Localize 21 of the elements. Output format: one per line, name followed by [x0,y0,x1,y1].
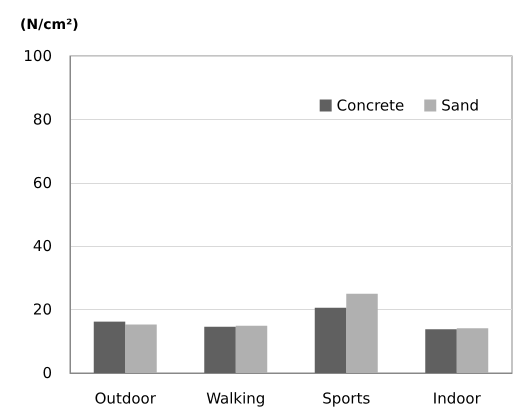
bar [204,326,236,373]
bar [314,308,346,373]
legend-label: Concrete [336,96,404,114]
y-tick-label: 80 [32,110,52,128]
bar [94,322,126,373]
bar [236,326,268,373]
bar [346,294,378,373]
bar [425,329,457,373]
y-tick-label: 60 [32,174,52,192]
bar [125,324,157,373]
y-tick-label: 0 [42,364,52,382]
x-tick-label: Sports [322,390,370,408]
y-tick-label: 100 [23,47,52,65]
bar [456,328,488,373]
x-tick-label: Outdoor [94,390,157,408]
y-axis-title: (N/cm²) [20,17,79,33]
y-tick-label: 20 [32,300,52,319]
legend-label: Sand [441,96,480,114]
y-tick-label: 40 [32,237,52,256]
x-tick-label: Indoor [432,390,482,408]
x-tick-label: Walking [206,390,266,408]
